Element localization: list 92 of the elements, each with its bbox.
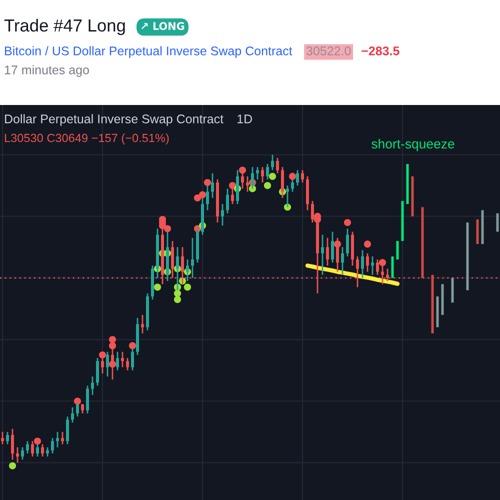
bar <box>476 219 479 244</box>
point <box>238 166 246 174</box>
text: L30530 C30649 −157 (−0.51%) <box>4 133 169 144</box>
candlestick <box>221 203 224 226</box>
point <box>184 284 192 291</box>
candlestick <box>176 246 179 291</box>
candlestick <box>321 234 324 276</box>
candlestick <box>271 154 274 171</box>
text: short-squeeze <box>372 138 454 152</box>
candlestick <box>26 440 29 454</box>
candlestick <box>1 431 4 445</box>
bar <box>401 200 404 241</box>
candlestick <box>6 431 9 445</box>
candlestick <box>346 228 349 258</box>
candlestick <box>286 184 289 208</box>
candlestick <box>61 431 64 445</box>
candlestick <box>106 351 109 378</box>
point <box>108 342 116 350</box>
bar <box>396 240 399 260</box>
point <box>264 182 272 190</box>
candlestick <box>121 351 124 368</box>
point <box>74 398 82 405</box>
candlestick <box>211 172 214 199</box>
candlestick <box>326 237 329 266</box>
candlestick <box>366 252 369 272</box>
point <box>344 218 352 226</box>
point <box>204 178 212 186</box>
candlestick <box>206 184 209 211</box>
text: −283.5 <box>362 46 400 56</box>
bar <box>496 213 499 232</box>
candlestick <box>46 446 49 458</box>
candlestick <box>21 446 24 460</box>
candlestick <box>36 444 39 458</box>
candlestick <box>116 351 119 372</box>
point <box>108 336 116 344</box>
candlestick <box>76 404 79 418</box>
bar <box>391 256 394 278</box>
candlestick <box>66 416 69 445</box>
bar <box>431 274 434 334</box>
candlestick <box>71 406 74 424</box>
text: 17 minutes ago <box>4 65 89 77</box>
text: Dollar Perpetual Inverse Swap Contract <box>5 114 224 126</box>
candlestick <box>266 163 269 180</box>
text: 30522.0 <box>306 46 351 56</box>
candlestick <box>11 428 14 460</box>
candlestick <box>371 256 374 276</box>
point <box>174 296 182 304</box>
text: 1D <box>238 114 252 124</box>
candlestick <box>91 376 94 396</box>
candlestick <box>331 231 334 264</box>
point <box>288 172 296 180</box>
candlestick <box>301 169 304 184</box>
candlestick <box>281 166 284 199</box>
candlestick <box>361 250 364 279</box>
candlestick <box>336 237 339 272</box>
candlestick <box>51 437 54 454</box>
point <box>378 259 386 266</box>
candlestick <box>226 188 229 214</box>
bar <box>406 164 409 204</box>
candlestick <box>191 237 194 279</box>
candlestick <box>186 258 189 282</box>
candlestick <box>131 348 134 372</box>
candlestick <box>256 166 259 180</box>
chart-title: Trade #47 Long <box>4 18 125 36</box>
point <box>364 240 372 248</box>
point <box>154 284 162 291</box>
bar <box>481 210 484 244</box>
candlestick <box>41 444 44 458</box>
point <box>268 172 276 180</box>
chart-subtitle: Bitcoin / US Dollar Perpetual Inverse Swap Contract <box>5 46 292 58</box>
candlestick <box>56 431 59 448</box>
candlestick <box>291 178 294 192</box>
point <box>8 462 16 470</box>
candlestick <box>96 357 99 386</box>
point <box>128 342 136 350</box>
candlestick <box>126 357 129 372</box>
text: ↗ LONG <box>142 22 184 30</box>
candlestick <box>261 166 264 184</box>
point <box>174 290 182 297</box>
candlestick <box>86 385 89 414</box>
candlestick <box>251 166 254 190</box>
candlestick <box>341 246 344 276</box>
point <box>34 438 42 445</box>
candlestick <box>276 157 279 174</box>
candlestick <box>296 169 299 186</box>
candlestick <box>16 446 19 464</box>
point <box>194 194 202 202</box>
point <box>98 351 106 358</box>
candlestick <box>141 314 144 334</box>
bar <box>451 278 454 303</box>
bar <box>421 207 424 278</box>
candlestick <box>81 404 84 414</box>
